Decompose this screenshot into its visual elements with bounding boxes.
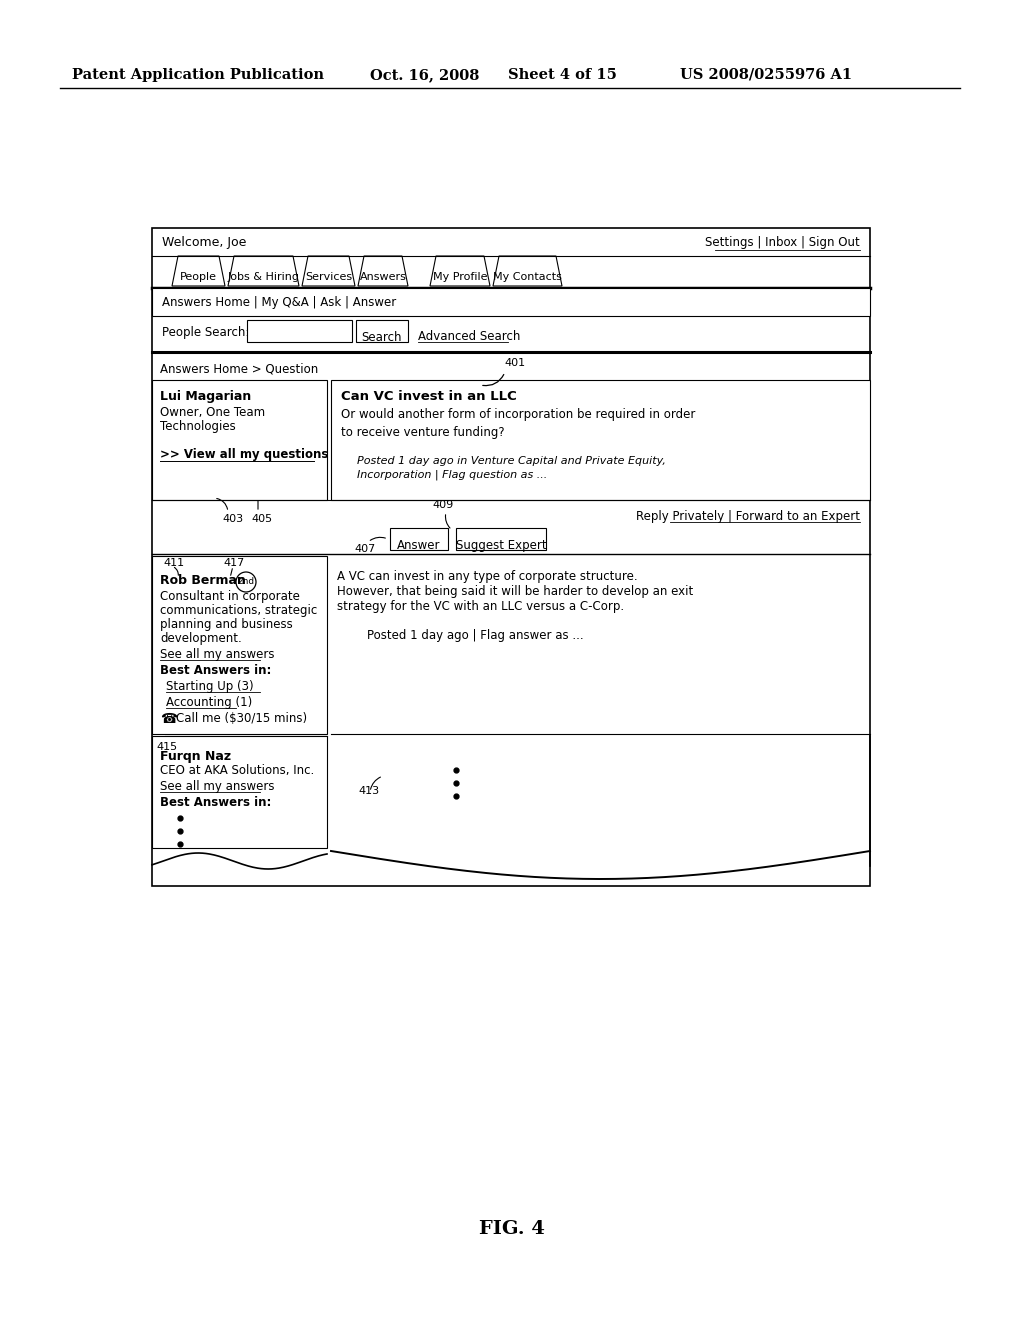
Text: Posted 1 day ago | Flag answer as ...: Posted 1 day ago | Flag answer as ...	[367, 630, 584, 642]
Text: However, that being said it will be harder to develop an exit: However, that being said it will be hard…	[337, 585, 693, 598]
Text: Sheet 4 of 15: Sheet 4 of 15	[508, 69, 616, 82]
Bar	[247, 319, 352, 342]
Bar	[152, 228, 870, 886]
Text: Advanced Search: Advanced Search	[418, 330, 520, 343]
Text: >> View all my questions: >> View all my questions	[160, 447, 329, 461]
Text: communications, strategic: communications, strategic	[160, 605, 317, 616]
Text: Consultant in corporate: Consultant in corporate	[160, 590, 300, 603]
Text: planning and business: planning and business	[160, 618, 293, 631]
Bar	[152, 288, 870, 315]
Text: 2nd: 2nd	[238, 578, 255, 586]
Text: Answers Home | My Q&A | Ask | Answer: Answers Home | My Q&A | Ask | Answer	[162, 296, 396, 309]
Text: 405: 405	[251, 513, 272, 524]
Text: Incorporation | Flag question as ...: Incorporation | Flag question as ...	[357, 470, 547, 480]
Text: Answers Home > Question: Answers Home > Question	[160, 362, 318, 375]
Text: 409: 409	[432, 500, 454, 510]
Text: 415: 415	[156, 742, 177, 752]
Text: Answers: Answers	[359, 272, 407, 282]
Text: Lui Magarian: Lui Magarian	[160, 389, 251, 403]
Bar	[356, 319, 408, 342]
Text: See all my answers: See all my answers	[160, 780, 274, 793]
Text: Or would another form of incorporation be required in order
to receive venture f: Or would another form of incorporation b…	[341, 408, 695, 440]
Text: Can VC invest in an LLC: Can VC invest in an LLC	[341, 389, 517, 403]
Text: Patent Application Publication: Patent Application Publication	[72, 69, 324, 82]
Text: US 2008/0255976 A1: US 2008/0255976 A1	[680, 69, 852, 82]
Text: 401: 401	[504, 358, 525, 368]
Text: FIG. 4: FIG. 4	[479, 1220, 545, 1238]
Bar	[152, 556, 327, 734]
Bar	[390, 528, 449, 550]
Text: Starting Up (3): Starting Up (3)	[166, 680, 254, 693]
Text: Best Answers in:: Best Answers in:	[160, 796, 271, 809]
Text: CEO at AKA Solutions, Inc.: CEO at AKA Solutions, Inc.	[160, 764, 314, 777]
Text: 413: 413	[358, 785, 379, 796]
Text: Search: Search	[361, 331, 402, 345]
Text: strategy for the VC with an LLC versus a C-Corp.: strategy for the VC with an LLC versus a…	[337, 601, 624, 612]
Text: Owner, One Team: Owner, One Team	[160, 407, 265, 418]
Text: My Profile: My Profile	[433, 272, 487, 282]
Text: Reply Privately | Forward to an Expert: Reply Privately | Forward to an Expert	[636, 510, 860, 523]
Text: A VC can invest in any type of corporate structure.: A VC can invest in any type of corporate…	[337, 570, 638, 583]
Text: Answer: Answer	[397, 539, 440, 552]
Text: Best Answers in:: Best Answers in:	[160, 664, 271, 677]
Text: People: People	[180, 272, 217, 282]
Text: Welcome, Joe: Welcome, Joe	[162, 236, 247, 249]
Bar	[152, 380, 327, 500]
Text: 403: 403	[222, 513, 243, 524]
Text: Furqn Naz: Furqn Naz	[160, 750, 231, 763]
Text: Services: Services	[305, 272, 352, 282]
Text: Suggest Expert: Suggest Expert	[456, 539, 547, 552]
Text: development.: development.	[160, 632, 242, 645]
Text: My Contacts: My Contacts	[494, 272, 562, 282]
Text: Call me ($30/15 mins): Call me ($30/15 mins)	[176, 711, 307, 725]
Text: 407: 407	[354, 544, 375, 554]
Text: See all my answers: See all my answers	[160, 648, 274, 661]
Text: ☎: ☎	[160, 711, 177, 726]
Text: 417: 417	[223, 558, 245, 568]
Bar	[331, 380, 870, 500]
Text: Posted 1 day ago in Venture Capital and Private Equity,: Posted 1 day ago in Venture Capital and …	[357, 455, 666, 466]
Text: Technologies: Technologies	[160, 420, 236, 433]
Text: Accounting (1): Accounting (1)	[166, 696, 252, 709]
Text: Jobs & Hiring: Jobs & Hiring	[227, 272, 299, 282]
Bar	[152, 737, 327, 847]
Text: Rob Berman: Rob Berman	[160, 574, 246, 587]
Text: People Search:: People Search:	[162, 326, 250, 339]
Text: Oct. 16, 2008: Oct. 16, 2008	[370, 69, 479, 82]
Bar	[456, 528, 546, 550]
Text: Settings | Inbox | Sign Out: Settings | Inbox | Sign Out	[706, 236, 860, 249]
Text: 411: 411	[163, 558, 184, 568]
